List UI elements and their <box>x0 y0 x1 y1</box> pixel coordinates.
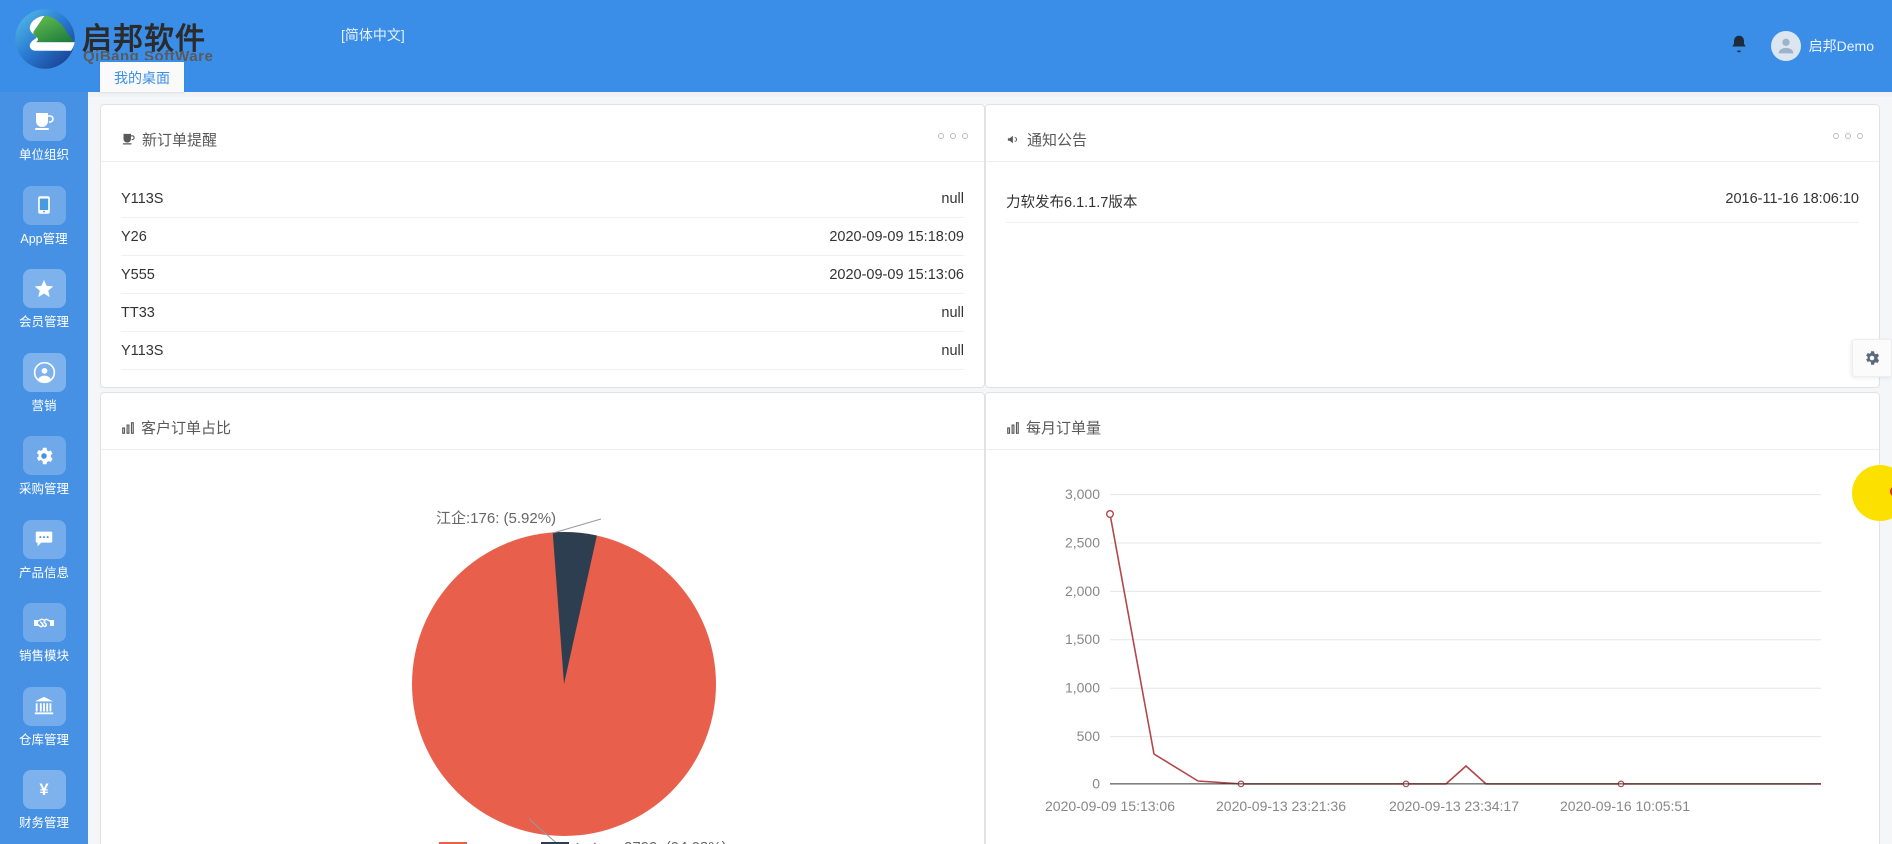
svg-text:1,500: 1,500 <box>1065 631 1100 647</box>
svg-text:0: 0 <box>1092 775 1100 791</box>
svg-text:2020-09-16 10:05:51: 2020-09-16 10:05:51 <box>1560 798 1690 814</box>
svg-text:2020-09-09 15:13:06: 2020-09-09 15:13:06 <box>1045 798 1175 814</box>
svg-text:¥: ¥ <box>39 780 49 799</box>
svg-text:2020-09-13 23:34:17: 2020-09-13 23:34:17 <box>1389 798 1519 814</box>
svg-text:2,000: 2,000 <box>1065 583 1100 599</box>
svg-text:2020-09-13 23:21:36: 2020-09-13 23:21:36 <box>1216 798 1346 814</box>
svg-text:1,000: 1,000 <box>1065 680 1100 696</box>
svg-text:3,000: 3,000 <box>1065 486 1100 502</box>
svg-text:500: 500 <box>1077 728 1101 744</box>
svg-text:江企:176: (5.92%): 江企:176: (5.92%) <box>436 509 556 527</box>
svg-text:2,500: 2,500 <box>1065 534 1100 550</box>
